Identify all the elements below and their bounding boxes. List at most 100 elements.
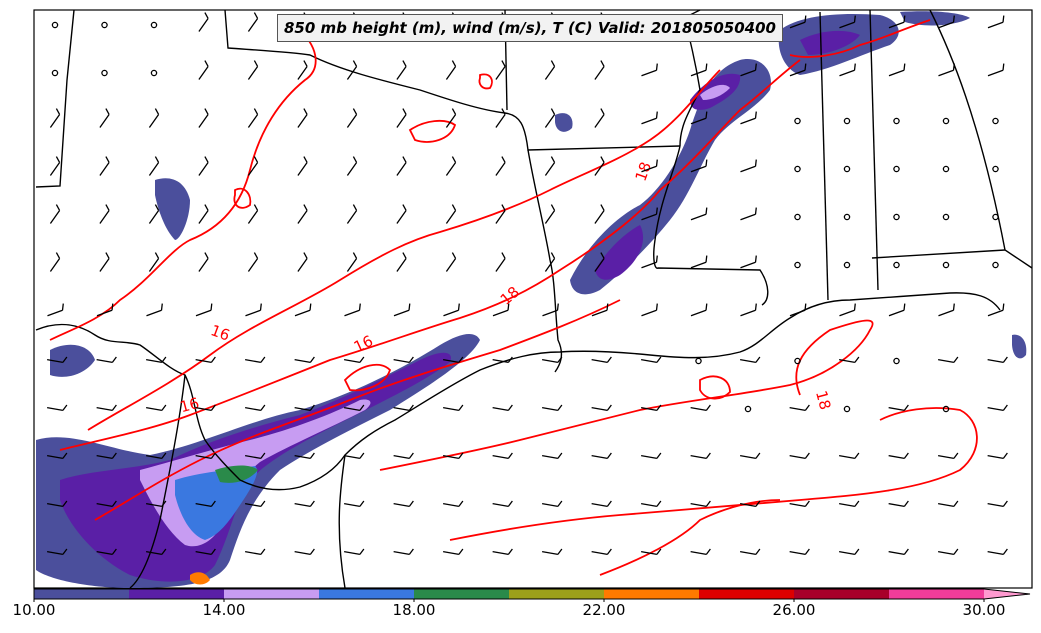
wind-barb xyxy=(789,15,807,29)
contour-label: 16 xyxy=(178,394,201,416)
wind-barb xyxy=(740,63,757,77)
wind-barb xyxy=(641,111,658,125)
colorbar-segment xyxy=(699,589,794,599)
calm-wind-marker xyxy=(942,405,950,413)
wind-barb xyxy=(492,500,513,508)
wind-barb xyxy=(495,252,506,272)
wind-barb xyxy=(443,548,464,556)
wind-barb xyxy=(789,404,810,412)
wind-barb xyxy=(690,63,708,77)
wind-barb xyxy=(247,60,259,80)
wind-barb xyxy=(294,303,312,317)
wind-barb xyxy=(247,108,259,128)
wind-barb xyxy=(198,204,209,224)
calm-wind-marker xyxy=(150,69,158,77)
wind-barb xyxy=(195,404,216,412)
wind-barb xyxy=(839,15,856,29)
colorbar-segment xyxy=(319,589,414,599)
wind-barb xyxy=(198,156,209,176)
calm-wind-marker xyxy=(942,117,950,125)
wind-barb xyxy=(96,356,117,364)
wind-barb xyxy=(641,548,662,556)
wind-barb xyxy=(544,108,556,128)
wind-barb xyxy=(641,303,658,317)
calm-wind-marker xyxy=(843,213,851,221)
calm-wind-marker xyxy=(744,405,752,413)
wind-barb xyxy=(96,548,117,556)
wind-barb xyxy=(789,500,810,508)
colorbar-tick-label: 14.00 xyxy=(202,601,246,619)
wind-barb xyxy=(690,548,711,556)
wind-barb xyxy=(443,356,464,364)
wind-barb xyxy=(839,303,856,317)
wind-barb xyxy=(195,356,216,364)
colorbar-tick-label: 30.00 xyxy=(962,601,1006,619)
wind-barb xyxy=(393,404,414,412)
wind-barb xyxy=(888,452,909,460)
wind-barb xyxy=(938,63,955,77)
colorbar-segment xyxy=(794,589,889,599)
calm-wind-marker xyxy=(992,117,999,125)
wind-barb xyxy=(99,156,110,176)
wind-barb xyxy=(96,303,114,317)
wind-barb xyxy=(789,63,807,77)
wind-barb xyxy=(542,356,563,364)
colorbar-tick-label: 18.00 xyxy=(392,601,436,619)
calm-wind-marker xyxy=(794,261,801,269)
wind-barb xyxy=(938,15,955,29)
calm-wind-marker xyxy=(893,213,900,221)
wind-barb xyxy=(690,111,708,125)
wind-barbs xyxy=(47,12,1008,556)
wind-barb xyxy=(146,404,167,412)
wind-barb xyxy=(198,252,209,272)
wind-barb xyxy=(96,452,117,460)
wind-barb xyxy=(294,500,315,508)
wind-barb xyxy=(495,60,506,80)
wind-barb xyxy=(344,356,365,364)
wind-barb xyxy=(938,356,959,364)
colorbar-outline xyxy=(33,588,1031,600)
calm-wind-marker xyxy=(893,117,900,125)
wind-barb xyxy=(641,159,658,173)
calm-wind-marker xyxy=(843,405,851,413)
wind-barb xyxy=(594,60,605,80)
wind-barb xyxy=(245,404,266,412)
wind-barb xyxy=(297,108,308,128)
wind-barb xyxy=(49,252,61,272)
wind-barb xyxy=(495,108,506,128)
wind-barb xyxy=(495,204,506,224)
wind-barb xyxy=(542,500,563,508)
wind-barb xyxy=(492,356,513,364)
wind-barb xyxy=(146,356,167,364)
wind-barb xyxy=(492,404,513,412)
calm-wind-marker xyxy=(942,165,950,173)
wind-barb xyxy=(443,500,464,508)
wind-barb xyxy=(740,303,757,317)
wind-barb xyxy=(47,404,68,412)
wind-barb xyxy=(888,303,906,317)
wind-barb xyxy=(99,108,110,128)
wind-barb xyxy=(591,548,612,556)
wind-barb xyxy=(544,252,556,272)
calm-wind-marker xyxy=(794,117,801,125)
wind-barb xyxy=(297,252,308,272)
wind-barb xyxy=(594,156,605,176)
wind-barb xyxy=(591,303,609,317)
colorbar-extend-arrow xyxy=(984,589,1030,599)
calm-wind-marker xyxy=(794,165,801,173)
wind-barb xyxy=(99,252,110,272)
colorbar-tick-label: 22.00 xyxy=(582,601,626,619)
wind-barb xyxy=(198,108,209,128)
wind-barb xyxy=(544,204,556,224)
calm-wind-marker xyxy=(843,261,851,269)
wind-barb xyxy=(195,303,213,317)
calm-wind-marker xyxy=(794,357,801,365)
wind-barb xyxy=(740,207,757,221)
wind-barb xyxy=(740,452,761,460)
wind-barb xyxy=(542,548,563,556)
calm-wind-marker xyxy=(992,261,999,269)
wind-barb xyxy=(245,356,266,364)
wind-barb xyxy=(247,204,259,224)
wind-barb xyxy=(641,207,658,221)
